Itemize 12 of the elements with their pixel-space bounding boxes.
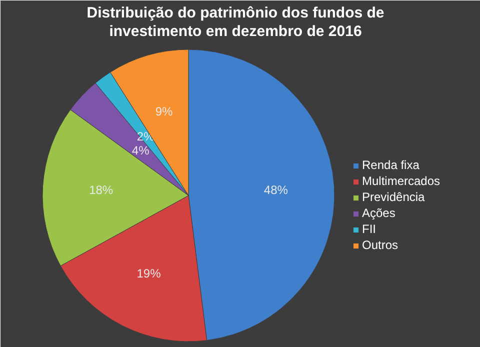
legend-label: Ações	[362, 206, 396, 220]
data-label: 18%	[89, 183, 114, 197]
legend-label: Multimercados	[362, 174, 440, 188]
data-label: 9%	[155, 104, 174, 118]
legend-label: Outros	[362, 238, 398, 252]
legend-label: Previdência	[362, 190, 425, 204]
data-label: 19%	[136, 266, 162, 281]
data-label: 48%	[264, 183, 288, 197]
legend-label: Renda fixa	[362, 158, 420, 172]
chart-title: Distribuição do patrimônio dos fundos de investimento em dezembro de 2016	[86, 4, 384, 40]
legend-label: FII	[362, 222, 377, 236]
data-label: 4%	[132, 144, 150, 158]
